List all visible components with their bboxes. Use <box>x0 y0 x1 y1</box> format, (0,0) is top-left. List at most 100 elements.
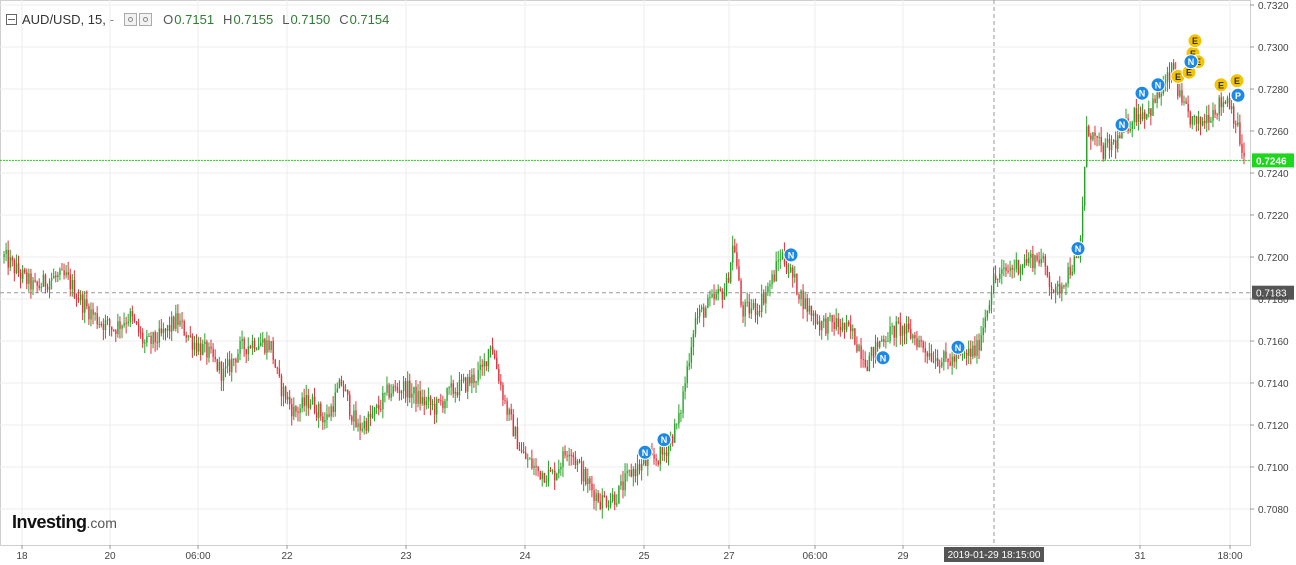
candle-body <box>562 450 564 468</box>
candle-body <box>22 269 24 279</box>
x-tick-label: 27 <box>723 551 735 562</box>
candle-body <box>328 414 330 417</box>
candle-body <box>189 335 192 337</box>
candle-body <box>5 249 7 255</box>
candle-body <box>1119 135 1121 139</box>
candle-body <box>862 359 864 361</box>
candle-body <box>891 325 893 327</box>
candle-body <box>624 473 626 491</box>
candle-body <box>949 361 951 366</box>
news-badge[interactable] <box>783 247 799 263</box>
candle-body <box>794 273 796 278</box>
news-badge[interactable] <box>1114 117 1130 133</box>
candle-body <box>1090 135 1092 140</box>
candle-body <box>756 311 759 316</box>
candle-body <box>541 472 544 480</box>
candle-body <box>682 391 684 413</box>
candle-body <box>214 356 216 360</box>
candle-body <box>108 319 111 327</box>
candle-body <box>169 325 171 332</box>
candle-body <box>212 348 214 357</box>
news-badge[interactable] <box>875 350 891 366</box>
candle-body <box>365 421 368 431</box>
candle-body <box>166 325 169 331</box>
settings-toggle-icon[interactable] <box>139 12 153 26</box>
candle-body <box>860 345 862 360</box>
candle-body <box>709 297 711 299</box>
candle-body <box>678 413 680 424</box>
candle-body <box>560 467 562 470</box>
candle-body <box>1210 120 1212 123</box>
news-badge[interactable] <box>1150 77 1166 93</box>
candle-body <box>937 358 939 366</box>
candle-body <box>1067 266 1069 284</box>
candle-body <box>883 339 885 342</box>
candle-body <box>117 321 119 335</box>
candle-body <box>1216 114 1218 116</box>
candle-body <box>359 423 361 431</box>
candle-body <box>910 329 912 339</box>
candle-body <box>607 505 610 507</box>
candle-body <box>754 303 757 316</box>
candle-body <box>941 362 943 367</box>
candles <box>3 59 1245 519</box>
collapse-legend-icon[interactable] <box>6 13 17 25</box>
candle-body <box>773 274 775 282</box>
candle-body <box>276 367 279 369</box>
candle-body <box>580 461 583 482</box>
candle-body <box>713 293 715 299</box>
candle-body <box>119 321 121 329</box>
economic-event-badge[interactable] <box>1213 77 1229 93</box>
news-badge[interactable] <box>656 432 672 448</box>
candle-body <box>926 352 929 357</box>
news-badge[interactable] <box>1134 85 1150 101</box>
candle-body <box>264 339 266 353</box>
candle-body <box>38 285 40 288</box>
candle-body <box>371 414 374 418</box>
candle-body <box>585 468 587 485</box>
candle-body <box>961 353 964 355</box>
candle-body <box>1141 112 1144 120</box>
news-badge[interactable] <box>1070 241 1086 257</box>
candle-body <box>489 346 492 350</box>
candle-body <box>974 345 976 356</box>
candle-body <box>355 410 357 428</box>
candle-body <box>7 249 9 268</box>
position-badge[interactable] <box>1230 87 1246 103</box>
economic-event-badge[interactable] <box>1229 73 1245 89</box>
candle-body <box>3 254 5 257</box>
candle-body <box>415 386 417 404</box>
candle-body <box>156 342 158 344</box>
candle-body <box>763 293 765 304</box>
candle-body <box>833 322 835 329</box>
candle-body <box>531 458 533 468</box>
candle-body <box>1177 79 1179 97</box>
candle-body <box>231 358 233 373</box>
candle-body <box>222 368 225 381</box>
candle-body <box>266 340 268 353</box>
candle-body <box>1040 258 1042 264</box>
candle-body <box>922 341 924 349</box>
candle-body <box>800 290 802 300</box>
candle-body <box>1081 206 1084 238</box>
candle-body <box>382 392 384 410</box>
economic-event-badge[interactable] <box>1187 33 1203 49</box>
candle-body <box>665 452 668 456</box>
candle-body <box>512 414 515 437</box>
candle-body <box>1220 97 1223 108</box>
news-badge[interactable] <box>1183 54 1199 70</box>
candle-body <box>253 340 256 350</box>
candle-body <box>976 340 978 356</box>
y-tick-label: 0.7300 <box>1258 43 1289 54</box>
candle-body <box>471 374 473 384</box>
news-badge[interactable] <box>637 444 653 460</box>
news-badge[interactable] <box>950 339 966 355</box>
candle-body <box>229 359 231 373</box>
candle-body <box>131 311 134 317</box>
visibility-toggle-icon[interactable] <box>124 12 138 26</box>
candle-body <box>162 328 165 334</box>
candle-body <box>413 386 415 394</box>
candle-body <box>1021 265 1024 268</box>
candle-body <box>721 290 724 300</box>
